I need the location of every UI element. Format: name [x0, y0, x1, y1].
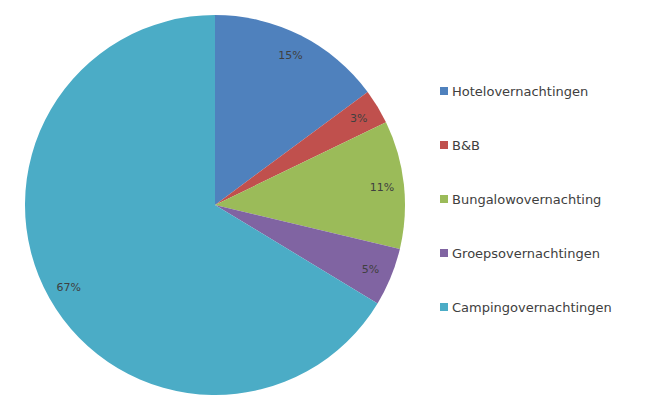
legend-swatch — [440, 249, 448, 257]
pie — [25, 15, 405, 395]
legend-swatch — [440, 195, 448, 203]
legend-label: Hotelovernachtingen — [452, 84, 588, 99]
legend-label: Bungalowovernachting — [452, 192, 601, 207]
legend: Hotelovernachtingen B&B Bungalowovernachti… — [440, 84, 612, 315]
legend-label: Campingovernachtingen — [452, 300, 612, 315]
data-label: 3% — [350, 112, 367, 125]
legend-label: B&B — [452, 138, 480, 153]
legend-swatch — [440, 87, 448, 95]
chart-container: 15% 3% 11% 5% 67% Hotelovernachtingen B&B Bunga… — [0, 0, 656, 417]
legend-label: Groepsovernachtingen — [452, 246, 600, 261]
data-label: 15% — [278, 49, 302, 62]
legend-swatch — [440, 141, 448, 149]
legend-swatch — [440, 303, 448, 311]
chart-svg: 15% 3% 11% 5% 67% Hotelovernachtingen B&B Bunga… — [0, 0, 656, 417]
pie-slice — [25, 15, 378, 395]
data-label: 67% — [56, 281, 80, 294]
data-label: 5% — [362, 263, 379, 276]
data-label: 11% — [370, 181, 394, 194]
